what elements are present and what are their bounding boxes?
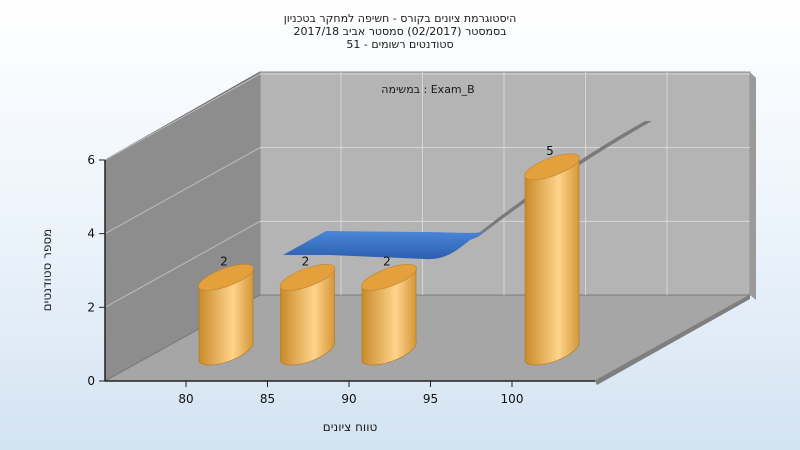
- bar-body: [198, 266, 254, 366]
- chart-subtitle: במשימה : Exam_B: [381, 83, 474, 96]
- x-axis-label: טווח ציונים: [323, 420, 378, 434]
- x-tick-label: 90: [341, 392, 356, 406]
- chart-title-line-2: בסמסטר (02/2017) סמסטר אביב 2017/18: [293, 25, 506, 38]
- x-tick-label: 100: [501, 392, 524, 406]
- y-axis-label: מספר סטודנטים: [40, 229, 54, 312]
- bar-value-label: 5: [546, 144, 554, 158]
- bar: 2: [361, 254, 417, 366]
- floor-edge: [595, 295, 750, 385]
- curve-ribbon-shadow: [470, 121, 652, 240]
- bar-body: [361, 266, 417, 366]
- chart-title-line-3: סטודנטים רשומים - 51: [346, 38, 453, 51]
- side-gridline: [104, 73, 261, 161]
- bar-body: [280, 266, 336, 366]
- bar-top: [279, 263, 336, 291]
- axes: 0 2 4 6 80 85 90 95 100: [87, 153, 595, 406]
- back-wall: [259, 71, 751, 296]
- side-gridline: [104, 220, 261, 308]
- bar-top: [198, 263, 254, 291]
- gridlines: [104, 72, 750, 308]
- y-tick-label: 2: [87, 300, 95, 314]
- bar-value-label: 2: [383, 254, 391, 268]
- side-gridline: [104, 147, 261, 235]
- y-tick-label: 0: [87, 374, 95, 388]
- bar: 2: [279, 254, 336, 366]
- x-tick-label: 80: [178, 392, 193, 406]
- chart-title-line-1: היסטוגרמת ציונים בקורס - חשיפה למחקר בטכ…: [284, 12, 517, 25]
- y-tick-label: 6: [87, 153, 95, 167]
- x-tick-label: 85: [260, 392, 275, 406]
- bar: 2: [198, 254, 254, 366]
- bar: 5: [524, 144, 580, 366]
- bar-value-label: 2: [220, 254, 228, 268]
- back-wall-shadow: [750, 72, 756, 300]
- x-tick-label: 95: [423, 392, 438, 406]
- bar-body: [524, 156, 580, 366]
- bar-top: [361, 263, 417, 291]
- y-tick-label: 4: [87, 227, 95, 241]
- bar-value-label: 2: [302, 254, 310, 268]
- bar-top: [524, 153, 580, 181]
- bars: 2 2 2 5: [198, 144, 580, 366]
- curve-ribbon: [283, 231, 485, 260]
